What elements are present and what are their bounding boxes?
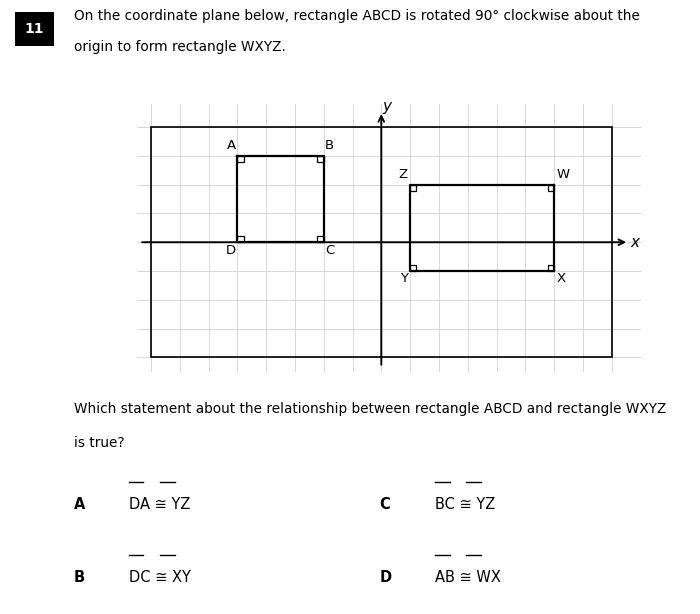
Text: is true?: is true? xyxy=(74,436,124,450)
Text: DC ≅ XY: DC ≅ XY xyxy=(129,570,190,585)
Text: D: D xyxy=(379,570,392,585)
Text: D: D xyxy=(225,244,236,257)
Text: W: W xyxy=(556,168,570,181)
Bar xyxy=(151,127,612,357)
Text: C: C xyxy=(379,497,391,512)
Text: C: C xyxy=(325,244,335,257)
Text: $x$: $x$ xyxy=(631,235,642,250)
Text: Y: Y xyxy=(400,273,408,286)
Text: $y$: $y$ xyxy=(382,100,393,116)
Text: B: B xyxy=(325,139,335,152)
Text: A: A xyxy=(74,497,85,512)
Text: On the coordinate plane below, rectangle ABCD is rotated 90° clockwise about the: On the coordinate plane below, rectangle… xyxy=(74,9,639,23)
Text: B: B xyxy=(74,570,85,585)
Text: X: X xyxy=(556,273,566,286)
Text: Which statement about the relationship between rectangle ABCD and rectangle WXYZ: Which statement about the relationship b… xyxy=(74,402,666,416)
Text: origin to form rectangle WXYZ.: origin to form rectangle WXYZ. xyxy=(74,40,286,53)
Text: Z: Z xyxy=(399,168,408,181)
Text: DA ≅ YZ: DA ≅ YZ xyxy=(129,497,190,512)
Text: A: A xyxy=(227,139,236,152)
Text: BC ≅ YZ: BC ≅ YZ xyxy=(435,497,495,512)
Text: 11: 11 xyxy=(25,22,44,36)
Text: AB ≅ WX: AB ≅ WX xyxy=(435,570,500,585)
